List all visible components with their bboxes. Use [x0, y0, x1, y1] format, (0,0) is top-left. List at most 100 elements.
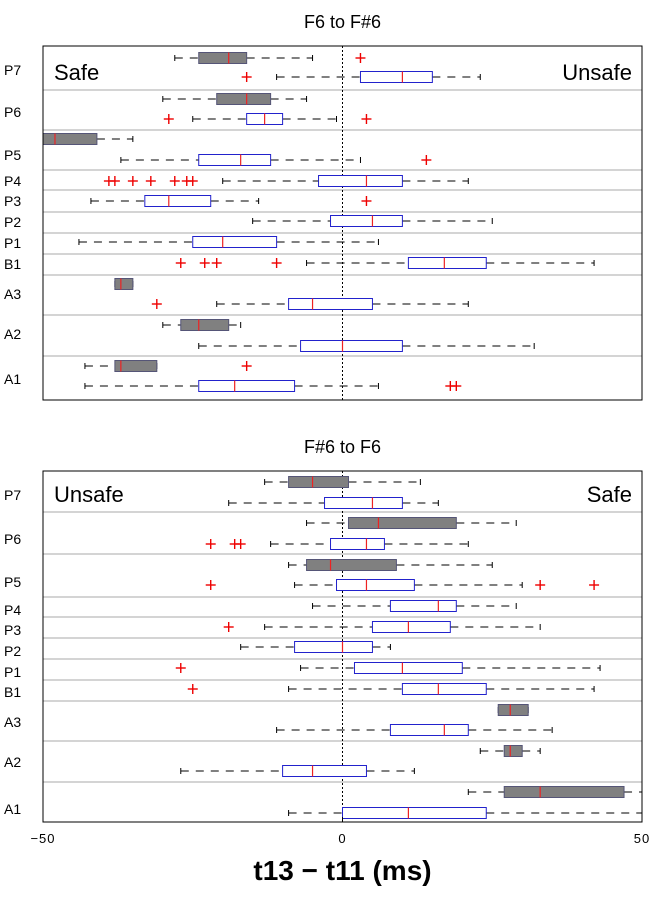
outlier-marker: [175, 663, 186, 673]
left-annotation: Unsafe: [54, 482, 124, 507]
box-body: [198, 154, 272, 166]
box-body: [306, 559, 397, 571]
outlier-marker: [361, 196, 372, 206]
box-body: [342, 807, 487, 819]
group-label: P3: [4, 622, 21, 638]
box-body: [330, 215, 403, 227]
box-B1-open: [175, 257, 595, 269]
group-label: P1: [4, 235, 21, 251]
box-body: [401, 683, 487, 695]
outlier-marker: [205, 539, 216, 549]
box-body: [407, 257, 487, 269]
box-body: [288, 476, 349, 488]
group-label: B1: [4, 684, 21, 700]
group-label: P4: [4, 602, 21, 618]
group-label: B1: [4, 256, 21, 272]
box-body: [324, 497, 403, 509]
x-tick-label: 0: [338, 831, 346, 846]
box-body: [300, 340, 403, 352]
right-annotation: Safe: [587, 482, 632, 507]
box-A3-filled: [497, 704, 529, 716]
box-A1-open: [84, 380, 462, 392]
box-body: [389, 600, 457, 612]
outlier-marker: [187, 176, 198, 186]
box-P4-open: [312, 600, 517, 612]
outlier-marker: [109, 176, 120, 186]
outlier-marker: [163, 114, 174, 124]
group-label: P6: [4, 104, 21, 120]
group-label: P7: [4, 487, 21, 503]
right-annotation: Unsafe: [562, 60, 632, 85]
box-P6-open: [163, 113, 372, 125]
outlier-marker: [175, 258, 186, 268]
box-P4-open: [103, 175, 469, 187]
box-body: [198, 380, 296, 392]
box-body: [198, 52, 248, 64]
outlier-marker: [211, 258, 222, 268]
box-body: [347, 517, 457, 529]
group-label: P5: [4, 574, 21, 590]
outlier-marker: [535, 580, 546, 590]
chart-title: F#6 to F6: [304, 437, 381, 457]
box-body: [497, 704, 529, 716]
group-label: A3: [4, 286, 21, 302]
box-body: [192, 236, 278, 248]
left-annotation: Safe: [54, 60, 99, 85]
box-body: [371, 621, 451, 633]
box-A3-open: [276, 724, 553, 736]
group-label: P5: [4, 147, 21, 163]
box-body: [359, 71, 433, 83]
outlier-marker: [451, 381, 462, 391]
box-P7-filled: [174, 52, 366, 64]
box-P5-filled: [42, 133, 134, 145]
box-P6-filled: [162, 93, 308, 105]
outlier-marker: [589, 580, 600, 590]
outlier-marker: [241, 361, 252, 371]
box-P5-open: [120, 154, 432, 166]
outlier-marker: [355, 53, 366, 63]
box-body: [282, 765, 367, 777]
outlier-marker: [205, 580, 216, 590]
outlier-marker: [145, 176, 156, 186]
group-label: P4: [4, 173, 21, 189]
box-A2-open: [198, 340, 535, 352]
box-P5-open: [205, 579, 600, 591]
box-P7-open: [228, 497, 439, 509]
box-body: [353, 662, 463, 674]
box-body: [180, 319, 230, 331]
outlier-marker: [241, 72, 252, 82]
box-P1-open: [175, 662, 601, 674]
outlier-marker: [235, 539, 246, 549]
box-A3-filled: [114, 278, 134, 290]
box-body: [114, 278, 134, 290]
box-body: [144, 195, 212, 207]
box-A1-open: [288, 807, 643, 819]
box-A2-open: [180, 765, 415, 777]
x-tick-label: 50: [634, 831, 650, 846]
box-P6-open: [205, 538, 469, 550]
plot-frame: [42, 45, 643, 401]
box-P6-filled: [306, 517, 517, 529]
box-body: [288, 298, 373, 310]
group-label: A2: [4, 326, 21, 342]
group-label: P2: [4, 214, 21, 230]
box-A2-filled: [162, 319, 242, 331]
outlier-marker: [127, 176, 138, 186]
group-label: A3: [4, 714, 21, 730]
box-P2-open: [240, 641, 391, 653]
box-A2-filled: [479, 745, 541, 757]
box-P5-filled: [288, 559, 493, 571]
group-label: P1: [4, 664, 21, 680]
outlier-marker: [223, 622, 234, 632]
box-A1-filled: [84, 360, 252, 372]
box-A1-filled: [467, 786, 643, 798]
group-label: A1: [4, 371, 21, 387]
group-label: A2: [4, 754, 21, 770]
outlier-marker: [361, 114, 372, 124]
outlier-marker: [151, 299, 162, 309]
outlier-marker: [187, 684, 198, 694]
box-body: [336, 579, 415, 591]
box-body: [503, 786, 625, 798]
